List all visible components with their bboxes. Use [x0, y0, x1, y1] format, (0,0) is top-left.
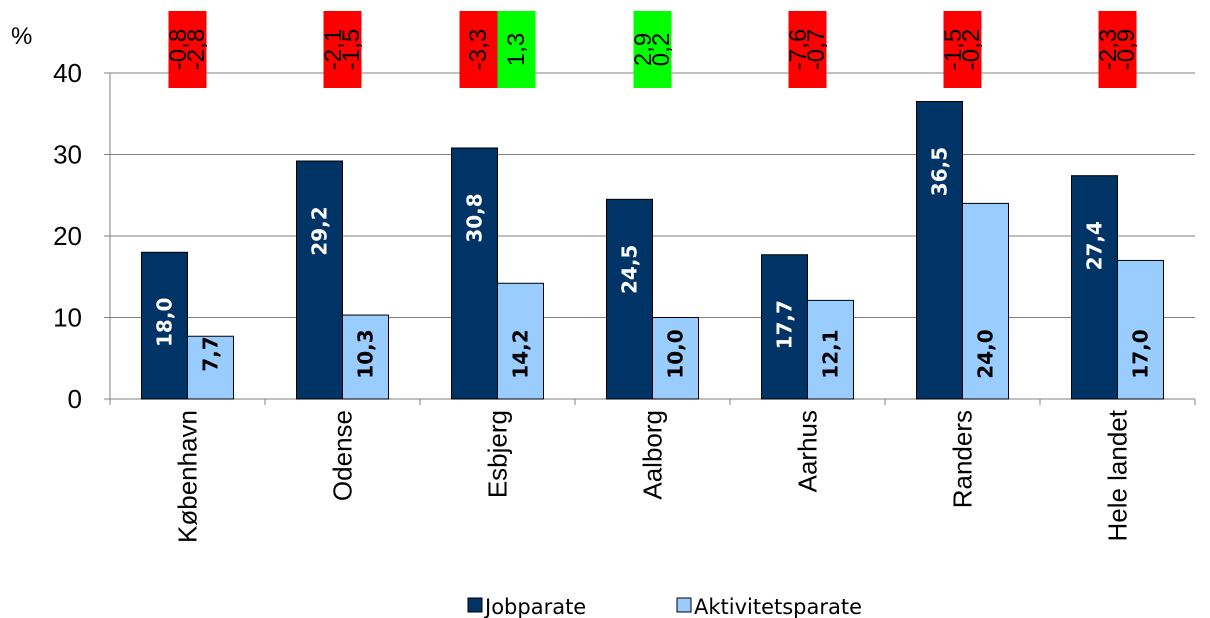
- bar-jobparate: [761, 254, 808, 400]
- change-label: -1,5: [338, 29, 365, 70]
- legend-swatch-aktivitetsparate: [676, 597, 692, 613]
- bar-aktivitetsparate: [187, 335, 234, 400]
- data-label: 17,7: [773, 300, 797, 349]
- category-label: Randers: [948, 410, 978, 508]
- change-label: -2,8: [183, 29, 210, 70]
- data-label: 30,8: [463, 193, 487, 242]
- change-label: -0,2: [958, 29, 985, 70]
- y-tick-label: 30: [53, 140, 82, 170]
- bar-jobparate: [451, 147, 498, 400]
- category-label: Aalborg: [638, 410, 668, 500]
- y-tick-label: 0: [68, 384, 82, 414]
- bar-jobparate: [296, 160, 343, 400]
- bar-aktivitetsparate: [342, 314, 389, 400]
- data-label: 27,4: [1083, 221, 1107, 270]
- change-box-negative: [459, 11, 498, 88]
- axes: 0 10 20 30 40% København Odense Esbjerg Aalborg A…: [11, 23, 1196, 543]
- change-label: -3,3: [465, 29, 492, 70]
- change-box-negative: [788, 11, 827, 88]
- bar-jobparate: [141, 251, 188, 400]
- bar-aktivitetsparate: [1117, 259, 1164, 400]
- data-label: 24,0: [974, 329, 998, 378]
- change-label: -0,9: [1113, 29, 1140, 70]
- bar-aktivitetsparate: [962, 202, 1009, 400]
- data-label: 10,0: [664, 329, 688, 378]
- bar-jobparate: [916, 101, 963, 400]
- change-box-negative: [943, 11, 982, 88]
- change-label: -0,8: [165, 29, 192, 70]
- data-label: 14,2: [509, 329, 533, 378]
- change-label: 2,9: [630, 33, 657, 66]
- bar-jobparate: [1071, 175, 1118, 400]
- change-label: -2,1: [320, 29, 347, 70]
- data-label: 29,2: [308, 206, 332, 255]
- category-label: Aarhus: [793, 410, 823, 492]
- legend-label: Aktivitetsparate: [694, 595, 862, 618]
- change-label: -1,5: [940, 29, 967, 70]
- bar-jobparate: [606, 198, 653, 400]
- category-label: København: [173, 410, 203, 543]
- bar-aktivitetsparate: [807, 299, 854, 400]
- bar-aktivitetsparate: [652, 317, 699, 400]
- data-label: 7,7: [199, 336, 223, 371]
- data-label: 10,3: [354, 329, 378, 378]
- change-box-positive: [497, 11, 536, 88]
- legend-swatch-jobparate: [467, 597, 483, 613]
- y-tick-label: 40: [53, 58, 82, 88]
- change-box-negative: [323, 11, 362, 88]
- change-box-positive: [633, 11, 672, 88]
- data-label: 12,1: [819, 329, 843, 378]
- y-tick-label: 10: [53, 303, 82, 333]
- bar-aktivitetsparate: [497, 282, 544, 400]
- change-label: -0,7: [803, 29, 830, 70]
- data-label: 24,5: [618, 245, 642, 294]
- bars: 18,0 7,7 29,2 10,3 30,8 14,2 24,5 10,0 17,7 12,1 3…: [141, 101, 1164, 400]
- change-boxes: -0,8-2,8 -2,1-1,5 -3,3 1,3 2,90,2 -7,6-0,7 -1,…: [165, 11, 1140, 88]
- category-label: Odense: [328, 410, 358, 501]
- change-label: -2,3: [1095, 29, 1122, 70]
- y-tick-label: 20: [53, 221, 82, 251]
- y-axis-label: %: [11, 23, 32, 50]
- change-box-negative: [168, 11, 207, 88]
- change-label: -7,6: [785, 29, 812, 70]
- data-label: 17,0: [1129, 329, 1153, 378]
- legend-label: Jobparate: [483, 595, 586, 618]
- category-label: Esbjerg: [483, 410, 513, 498]
- change-label: 0,2: [648, 33, 675, 66]
- change-label: 1,3: [503, 33, 530, 66]
- category-label: Hele landet: [1103, 409, 1133, 541]
- legend[interactable]: Jobparate Aktivitetsparate: [467, 595, 862, 618]
- data-label: 36,5: [928, 147, 952, 196]
- data-label: 18,0: [153, 298, 177, 347]
- change-box-negative: [1098, 11, 1137, 88]
